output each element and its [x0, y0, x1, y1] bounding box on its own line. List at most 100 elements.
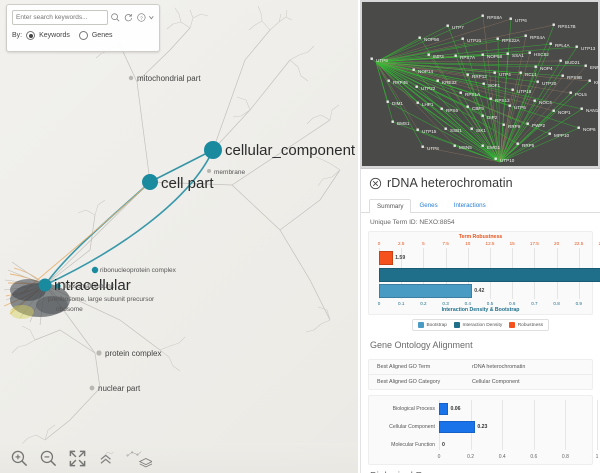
- gene-node[interactable]: [482, 82, 485, 85]
- node-cell-part[interactable]: [142, 174, 158, 190]
- radio-genes[interactable]: [78, 31, 88, 40]
- node-nuclear-part[interactable]: [89, 385, 95, 391]
- gene-node[interactable]: [516, 142, 519, 145]
- gene-node[interactable]: [502, 123, 505, 126]
- axis-tick-top: 10: [465, 241, 471, 246]
- gene-node[interactable]: [511, 88, 514, 91]
- gene-node[interactable]: [584, 64, 587, 67]
- legend-item[interactable]: Bootstrap: [417, 322, 447, 328]
- gene-node[interactable]: [493, 71, 496, 74]
- gene-node[interactable]: [415, 85, 418, 88]
- gene-node[interactable]: [506, 52, 509, 55]
- node-membrane[interactable]: [207, 169, 211, 173]
- gene-node[interactable]: [481, 144, 484, 147]
- gene-node[interactable]: [440, 107, 443, 110]
- node-ribonucleoprotein-complex[interactable]: [91, 266, 99, 274]
- gene-node[interactable]: [481, 53, 484, 56]
- gene-node[interactable]: [481, 114, 484, 117]
- gene-node[interactable]: [569, 91, 572, 94]
- help-icon[interactable]: ?: [136, 11, 147, 24]
- gene-node[interactable]: [466, 105, 469, 108]
- gene-node[interactable]: [453, 144, 456, 147]
- gene-node[interactable]: [580, 107, 583, 110]
- gene-network-graph[interactable]: UTP9 NOP56 UTP7 RPS8A UTP6 UTP21 RPS22A RPS4A RP…: [362, 2, 598, 166]
- chevron-down-icon[interactable]: [148, 11, 155, 24]
- gene-node[interactable]: [489, 97, 492, 100]
- gene-node[interactable]: [466, 73, 469, 76]
- search-icon[interactable]: [110, 11, 121, 24]
- gene-node[interactable]: [470, 127, 473, 130]
- gene-node[interactable]: [370, 57, 373, 60]
- tab-summary[interactable]: Summary: [369, 199, 412, 213]
- gene-label: CBF5: [472, 106, 484, 111]
- radio-keywords[interactable]: [26, 31, 36, 40]
- gene-node[interactable]: [588, 79, 591, 82]
- node-cellular-component[interactable]: [204, 141, 222, 159]
- tab-interactions[interactable]: Interactions: [453, 202, 486, 209]
- gene-node[interactable]: [446, 24, 449, 27]
- gene-node[interactable]: [494, 157, 497, 160]
- node-mitochondrial-part[interactable]: [128, 75, 134, 81]
- ontology-network-panel[interactable]: cellular_component cell part intracellul…: [0, 0, 358, 473]
- gene-node[interactable]: [577, 126, 580, 129]
- gene-node[interactable]: [427, 53, 430, 56]
- legend-item[interactable]: Interaction Density: [453, 322, 502, 328]
- ontology-network-graph[interactable]: cellular_component cell part intracellul…: [0, 0, 358, 473]
- gene-node[interactable]: [526, 122, 529, 125]
- gene-node[interactable]: [416, 128, 419, 131]
- search-panel[interactable]: NeXO ? By:: [6, 0, 160, 52]
- gene-node[interactable]: [548, 132, 551, 135]
- gene-label: SSB1: [450, 128, 462, 133]
- gene-node[interactable]: [461, 37, 464, 40]
- collapse-icon[interactable]: [97, 449, 116, 468]
- gene-node[interactable]: [454, 54, 457, 57]
- gene-node[interactable]: [519, 71, 522, 74]
- gene-node[interactable]: [421, 145, 424, 148]
- legend-item[interactable]: Robustness: [509, 322, 543, 328]
- gene-node[interactable]: [536, 80, 539, 83]
- tab-genes[interactable]: Genes: [419, 202, 438, 209]
- gene-label: LHP1: [422, 102, 434, 107]
- gene-label: NOP6: [583, 127, 596, 132]
- gene-label: EMG1: [487, 145, 500, 150]
- gene-interaction-network-panel[interactable]: UTP9 NOP56 UTP7 RPS8A UTP6 UTP21 RPS22A RPS4A RP…: [360, 0, 600, 168]
- gene-node[interactable]: [508, 104, 511, 107]
- fit-screen-icon[interactable]: [68, 449, 87, 468]
- close-icon[interactable]: [369, 177, 382, 190]
- gene-node[interactable]: [509, 17, 512, 20]
- gene-label: RRP12: [472, 74, 487, 79]
- node-protein-complex[interactable]: [96, 350, 102, 356]
- gene-node[interactable]: [524, 34, 527, 37]
- search-input[interactable]: [12, 10, 108, 25]
- gene-node[interactable]: [496, 37, 499, 40]
- gene-node[interactable]: [444, 127, 447, 130]
- gene-node[interactable]: [459, 91, 462, 94]
- gene-label: SIK1: [476, 128, 486, 133]
- node-intracellular[interactable]: [38, 278, 52, 292]
- legend-box: Bootstrap Interaction Density Robustness: [411, 319, 550, 331]
- gene-node[interactable]: [575, 45, 578, 48]
- gene-node[interactable]: [418, 36, 421, 39]
- gene-node[interactable]: [552, 23, 555, 26]
- axis-tick-bottom: 0.1: [397, 301, 405, 306]
- reset-icon[interactable]: [123, 11, 134, 24]
- gene-node[interactable]: [528, 51, 531, 54]
- zoom-out-icon[interactable]: [39, 449, 58, 468]
- gene-node[interactable]: [552, 109, 555, 112]
- gene-node[interactable]: [386, 100, 389, 103]
- axis-tick: 0: [437, 454, 441, 460]
- gene-node[interactable]: [416, 101, 419, 104]
- gene-node[interactable]: [387, 79, 390, 82]
- gene-node[interactable]: [412, 68, 415, 71]
- gene-node[interactable]: [533, 99, 536, 102]
- gene-node[interactable]: [481, 14, 484, 17]
- layers-icon[interactable]: [126, 449, 152, 468]
- gene-node[interactable]: [436, 79, 439, 82]
- gene-node[interactable]: [559, 59, 562, 62]
- gene-node[interactable]: [549, 42, 552, 45]
- zoom-in-icon[interactable]: [10, 449, 29, 468]
- gene-node[interactable]: [391, 120, 394, 123]
- gene-node[interactable]: [534, 65, 537, 68]
- node-ribosomal-subunit[interactable]: [55, 283, 61, 289]
- gene-node[interactable]: [561, 74, 564, 77]
